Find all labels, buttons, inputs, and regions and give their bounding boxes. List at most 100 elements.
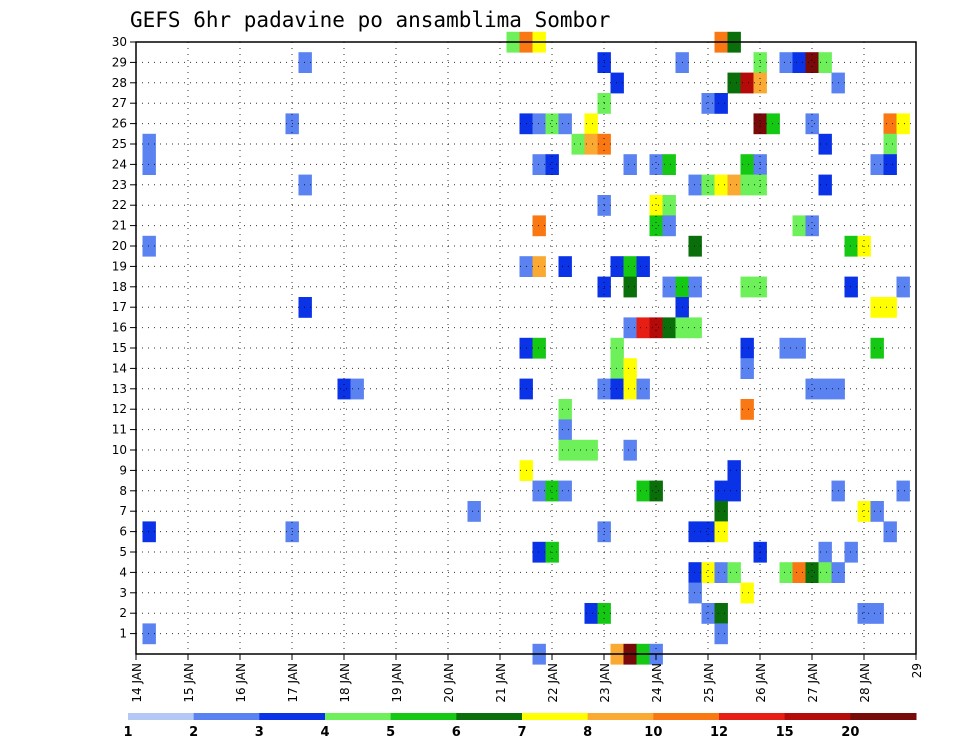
heatmap-cell [298, 174, 312, 196]
y-tick-label: 2 [119, 606, 127, 620]
colorbar-label: 10 [644, 725, 662, 740]
heatmap-cell [688, 276, 702, 298]
heatmap-cell [818, 52, 832, 73]
heatmap-cell [883, 154, 897, 175]
heatmap-cell [701, 603, 715, 624]
x-tick-label: 22 JAN [546, 663, 560, 703]
heatmap-cell [623, 439, 637, 461]
heatmap-cell [701, 521, 715, 543]
heatmap-cell [727, 562, 741, 583]
colorbar-label: 3 [255, 725, 264, 740]
heatmap-cell [623, 154, 637, 175]
heatmap-cell [883, 133, 897, 155]
colorbar-swatch [390, 713, 457, 720]
x-tick-label: 19 JAN [390, 663, 404, 703]
y-tick-label: 10 [112, 443, 127, 457]
colorbar-label: 20 [841, 725, 859, 740]
plot-frame [135, 41, 917, 655]
heatmap-cell [545, 113, 559, 135]
colorbar-swatch [850, 713, 917, 720]
heatmap-cell [701, 93, 715, 114]
heatmap-cell [532, 337, 546, 359]
y-tick-label: 14 [112, 361, 127, 375]
colorbar-label: 7 [517, 725, 526, 740]
x-tick-label: 16 JAN [234, 663, 248, 703]
y-tick-label: 13 [112, 382, 127, 396]
colorbar-label: 1 [123, 725, 132, 740]
heatmap-cell [857, 603, 871, 624]
heatmap-cell [636, 317, 650, 339]
grid-layer [136, 41, 916, 654]
heatmap-cell [558, 419, 572, 441]
heatmap-cell [844, 235, 858, 257]
heatmap-cell [714, 174, 728, 196]
y-tick-label: 30 [112, 35, 127, 49]
heatmap-cell [571, 439, 585, 461]
x-tick-label: 14 JAN [130, 663, 144, 703]
heatmap-cell [896, 113, 910, 135]
colorbar-label: 4 [320, 725, 329, 740]
x-tick-label: 24 JAN [650, 663, 664, 703]
heatmap-cell [688, 174, 702, 196]
y-tick-label: 23 [112, 178, 127, 192]
y-tick-label: 3 [119, 586, 127, 600]
heatmap-cell [870, 154, 884, 175]
heatmap-cell [805, 562, 819, 583]
colorbar-swatch [522, 713, 589, 720]
heatmap-cell [714, 521, 728, 543]
colorbar-swatch [456, 713, 523, 720]
y-tick-label: 7 [119, 504, 127, 518]
heatmap-cell [818, 174, 832, 196]
x-tick-label: 20 JAN [442, 663, 456, 703]
y-tick-label: 24 [112, 157, 127, 171]
heatmap-cell [714, 93, 728, 114]
heatmap-cell [532, 154, 546, 175]
x-tick-label: 25 JAN [702, 663, 716, 703]
heatmap-cell [883, 297, 897, 318]
heatmap-cell [740, 582, 754, 604]
heatmap-cell [558, 399, 572, 420]
heatmap-cell [805, 52, 819, 73]
heatmap-cell [805, 215, 819, 237]
heatmap-cell [532, 113, 546, 135]
axis-layer: 1234567891011121314151617181920212223242… [112, 35, 924, 703]
heatmap-cell [142, 521, 156, 543]
colorbar-label: 5 [386, 725, 395, 740]
heatmap-cell [740, 72, 754, 94]
heatmap-cell [740, 174, 754, 196]
heatmap-cell [545, 154, 559, 175]
heatmap-cell [610, 378, 624, 400]
y-tick-label: 6 [119, 525, 127, 539]
x-tick-label: 18 JAN [338, 663, 352, 703]
heatmap-cell [636, 480, 650, 502]
heatmap-cell [610, 72, 624, 94]
heatmap-cell [584, 113, 598, 135]
x-tick-label: 21 JAN [494, 663, 508, 703]
heatmap-cell [714, 603, 728, 624]
heatmap-cell [662, 215, 676, 237]
heatmap-cell [701, 174, 715, 196]
y-tick-label: 29 [112, 55, 127, 69]
colorbar-swatch [587, 713, 654, 720]
heatmap-cell [701, 562, 715, 583]
heatmap-cell [298, 52, 312, 73]
y-tick-label: 17 [112, 300, 127, 314]
heatmap-cell [142, 133, 156, 155]
heatmap-cell [727, 174, 741, 196]
heatmap-cell [558, 439, 572, 461]
colorbar-swatch [128, 713, 195, 720]
heatmap-cell [662, 276, 676, 298]
heatmap-cell [883, 521, 897, 543]
colorbar-swatch [653, 713, 720, 720]
heatmap-cell [779, 562, 793, 583]
heatmap-cell [623, 358, 637, 379]
heatmap-cell [584, 603, 598, 624]
heatmap-cell [649, 154, 663, 175]
x-tick-label: 17 JAN [286, 663, 300, 703]
heatmap-cell [584, 133, 598, 155]
y-tick-label: 15 [112, 341, 127, 355]
heatmap-cell [727, 460, 741, 481]
heatmap-cell [740, 399, 754, 420]
heatmap-cell [545, 480, 559, 502]
